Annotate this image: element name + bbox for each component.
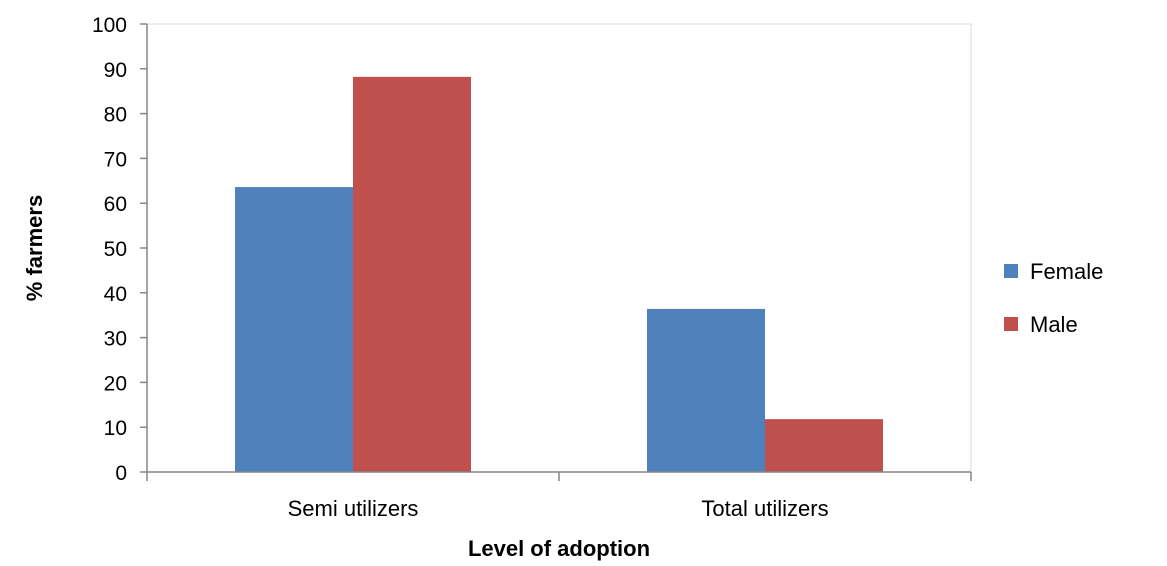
y-tick-label: 60 bbox=[104, 193, 127, 216]
y-tick-label: 20 bbox=[104, 372, 127, 395]
y-tick-label: 40 bbox=[104, 283, 127, 306]
y-tick-label: 100 bbox=[92, 14, 127, 37]
y-tick-label: 70 bbox=[104, 148, 127, 171]
legend-swatch-female bbox=[1004, 264, 1018, 278]
bar-male bbox=[765, 419, 883, 472]
y-tick-label: 80 bbox=[104, 104, 127, 127]
legend-label-male: Male bbox=[1030, 312, 1078, 337]
y-tick-label: 50 bbox=[104, 238, 127, 261]
y-axis-ticks: 0 10 20 30 40 50 60 70 80 90 100 bbox=[92, 14, 147, 485]
x-axis-ticks: Semi utilizers Total utilizers bbox=[146, 472, 972, 521]
bar-female bbox=[235, 187, 353, 472]
bars-group bbox=[235, 76, 883, 472]
y-tick-label: 10 bbox=[104, 417, 127, 440]
x-category-label: Total utilizers bbox=[701, 496, 828, 521]
y-tick-label: 0 bbox=[115, 462, 127, 485]
x-axis-title: Level of adoption bbox=[468, 536, 650, 561]
legend-label-female: Female bbox=[1030, 259, 1103, 284]
x-category-label: Semi utilizers bbox=[288, 496, 419, 521]
bar-female bbox=[647, 308, 765, 472]
y-axis-title: % farmers bbox=[22, 195, 47, 301]
legend: Female Male bbox=[1004, 259, 1103, 337]
y-tick-label: 90 bbox=[104, 59, 127, 82]
y-tick-label: 30 bbox=[104, 328, 127, 351]
legend-swatch-male bbox=[1004, 317, 1018, 331]
bar-male bbox=[353, 76, 471, 472]
